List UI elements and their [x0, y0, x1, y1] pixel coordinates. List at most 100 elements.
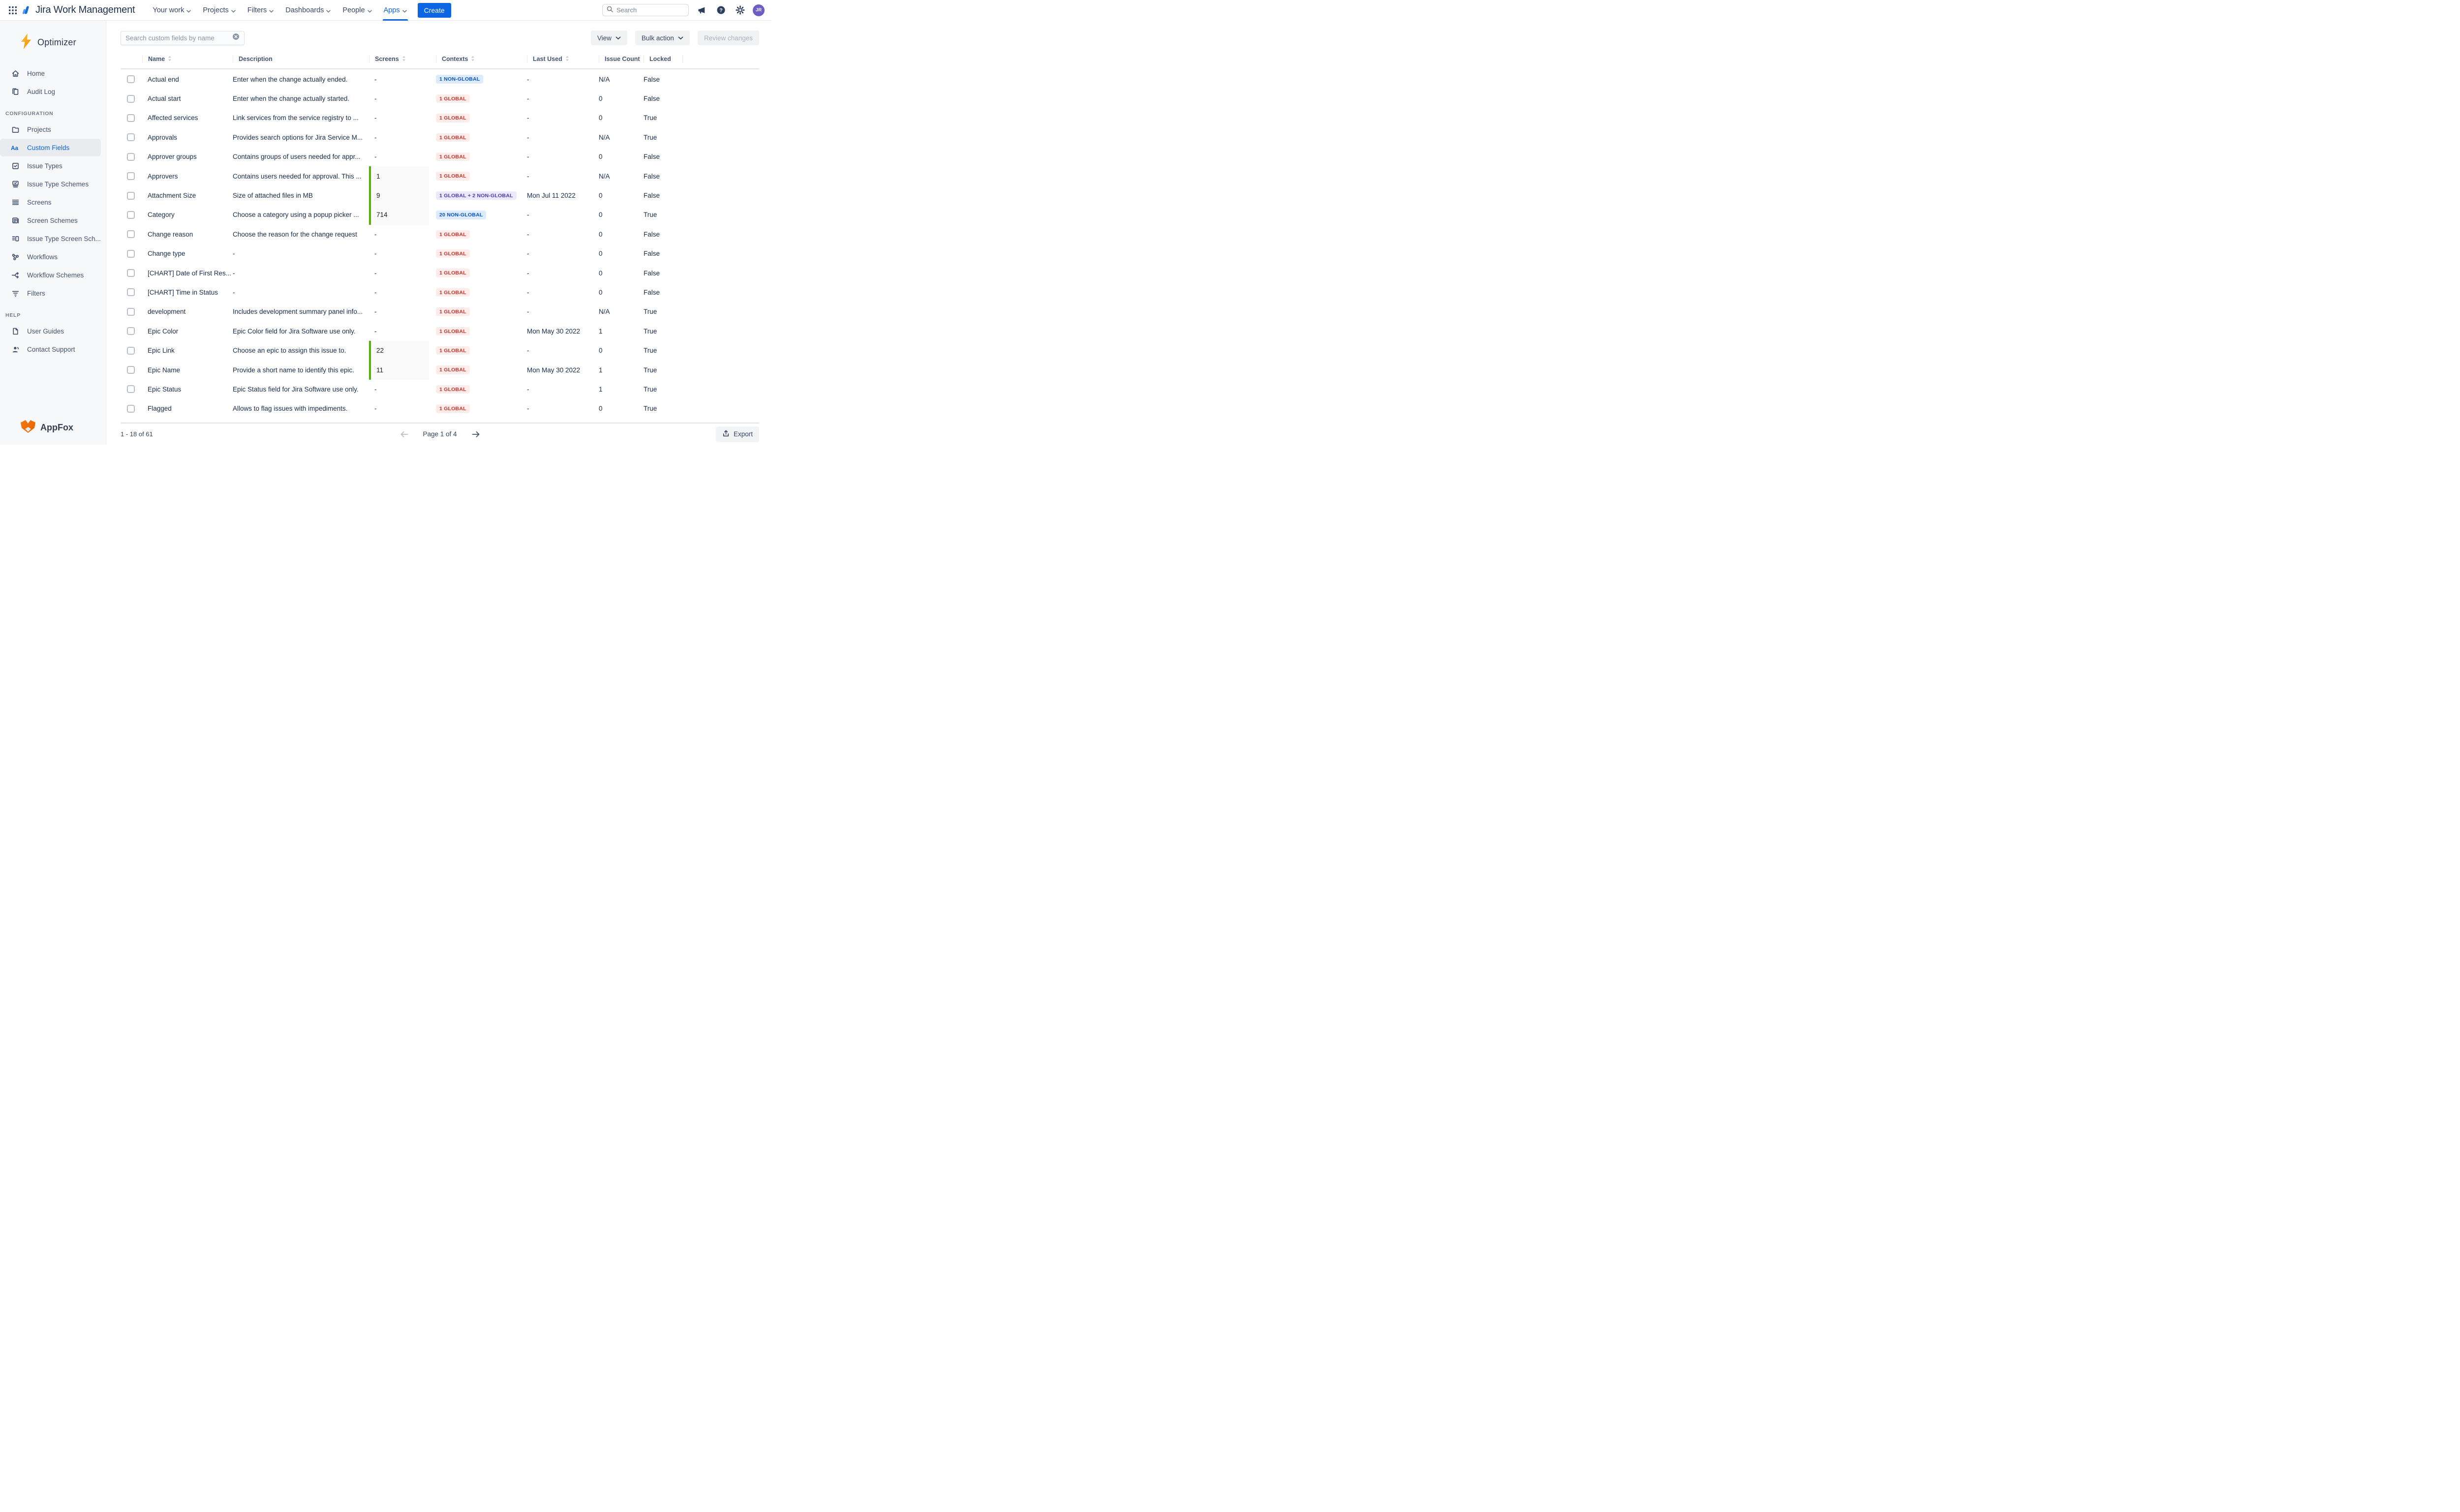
row-checkbox[interactable] — [127, 152, 135, 161]
last-used-value: Mon Jul 11 2022 — [527, 192, 576, 200]
settings-gear-icon[interactable] — [734, 4, 746, 17]
column-header-screens[interactable]: Screens — [369, 55, 436, 63]
field-name: Epic Name — [148, 366, 181, 374]
issue-count-value: N/A — [599, 75, 610, 83]
nav-item-people[interactable]: People — [338, 0, 376, 21]
sidebar-item-user-guides[interactable]: User Guides — [0, 322, 101, 340]
last-used-value: - — [527, 405, 529, 413]
global-search[interactable] — [602, 4, 689, 16]
export-icon — [722, 430, 730, 439]
sidebar-item-workflow-schemes[interactable]: Workflow Schemes — [0, 266, 101, 284]
locked-value: False — [644, 95, 660, 103]
screens-cell: 1 — [369, 166, 436, 186]
custom-fields-table: Actual end Enter when the change actuall… — [121, 69, 759, 418]
app-switcher-icon[interactable] — [5, 2, 21, 18]
global-search-input[interactable] — [616, 6, 684, 14]
sidebar-item-projects[interactable]: Projects — [0, 121, 101, 138]
locked-value: True — [644, 347, 657, 355]
custom-fields-search-input[interactable] — [125, 34, 232, 42]
user-avatar[interactable]: JR — [753, 4, 765, 16]
screens-cell: - — [374, 153, 377, 161]
sidebar-item-custom-fields[interactable]: Aa Custom Fields — [0, 139, 101, 156]
nav-item-filters[interactable]: Filters — [243, 0, 278, 21]
last-used-value: Mon May 30 2022 — [527, 327, 581, 335]
row-checkbox[interactable] — [127, 230, 135, 239]
sidebar-item-issue-type-screen-sch[interactable]: Issue Type Screen Sch... — [0, 230, 101, 247]
field-description: - — [233, 269, 235, 277]
table-row: Epic Name Provide a short name to identi… — [121, 360, 759, 380]
table-row: Actual end Enter when the change actuall… — [121, 69, 759, 89]
sidebar-item-issue-type-schemes[interactable]: Issue Type Schemes — [0, 175, 101, 193]
view-dropdown-button[interactable]: View — [590, 30, 627, 45]
row-checkbox[interactable] — [127, 249, 135, 258]
row-checkbox[interactable] — [127, 172, 135, 181]
table-header-row: Name Description Screens Contexts Last Used I… — [121, 54, 759, 64]
sidebar-item-screens[interactable]: Screens — [0, 193, 101, 211]
workflow-schemes-icon — [11, 271, 20, 279]
contact-support-icon — [11, 345, 20, 354]
row-checkbox[interactable] — [127, 211, 135, 219]
row-checkbox[interactable] — [127, 307, 135, 316]
row-checkbox[interactable] — [127, 269, 135, 277]
clear-search-icon[interactable] — [232, 33, 240, 43]
sidebar-item-label: Projects — [27, 125, 51, 133]
field-description: Choose a category using a popup picker .… — [233, 211, 359, 219]
sidebar-item-label: Filters — [27, 289, 45, 297]
announcements-icon[interactable] — [695, 4, 708, 17]
sidebar-item-workflows[interactable]: Workflows — [0, 248, 101, 266]
screens-cell: - — [374, 405, 377, 413]
row-checkbox[interactable] — [127, 366, 135, 374]
row-checkbox[interactable] — [127, 133, 135, 142]
sidebar-item-label: User Guides — [27, 327, 64, 335]
sidebar-item-home[interactable]: Home — [0, 64, 101, 82]
row-checkbox[interactable] — [127, 385, 135, 393]
last-used-value: - — [527, 172, 529, 180]
row-checkbox[interactable] — [127, 75, 135, 84]
sidebar-item-label: Home — [27, 69, 45, 77]
column-header-last-used[interactable]: Last Used — [527, 55, 599, 63]
nav-item-your-work[interactable]: Your work — [148, 0, 196, 21]
sidebar-item-issue-types[interactable]: Issue Types — [0, 157, 101, 175]
sidebar-item-audit-log[interactable]: Audit Log — [0, 83, 101, 100]
chevron-down-icon — [326, 7, 331, 15]
issue-count-value: 0 — [599, 347, 603, 355]
bulk-action-dropdown-button[interactable]: Bulk action — [635, 30, 690, 45]
row-checkbox[interactable] — [127, 327, 135, 335]
nav-item-dashboards[interactable]: Dashboards — [280, 0, 336, 21]
previous-page-arrow-icon[interactable] — [398, 428, 410, 440]
help-icon[interactable]: ? — [714, 4, 727, 17]
sidebar: Optimizer Home Audit Log CONFIGURATION P… — [0, 21, 106, 445]
create-button[interactable]: Create — [417, 2, 451, 18]
screens-cell: - — [374, 385, 377, 393]
sidebar-item-contact-support[interactable]: Contact Support — [0, 340, 101, 358]
nav-item-apps[interactable]: Apps — [379, 0, 412, 21]
context-badge: 1 GLOBAL — [436, 152, 470, 161]
row-checkbox[interactable] — [127, 191, 135, 200]
result-range-text: 1 - 18 of 61 — [121, 430, 153, 438]
row-checkbox[interactable] — [127, 114, 135, 122]
last-used-value: - — [527, 385, 529, 393]
context-badge: 1 GLOBAL — [436, 365, 470, 374]
custom-fields-search[interactable] — [121, 30, 245, 45]
export-button[interactable]: Export — [715, 426, 759, 442]
sidebar-item-label: Screen Schemes — [27, 216, 78, 224]
row-checkbox[interactable] — [127, 404, 135, 413]
column-header-name[interactable]: Name — [142, 55, 233, 63]
row-checkbox[interactable] — [127, 288, 135, 297]
row-checkbox[interactable] — [127, 94, 135, 103]
issue-count-value: 0 — [599, 230, 603, 238]
field-name: Approvals — [148, 133, 178, 141]
sidebar-item-label: Workflows — [27, 253, 58, 261]
sidebar-item-filters[interactable]: Filters — [0, 284, 101, 302]
row-checkbox[interactable] — [127, 346, 135, 355]
column-header-contexts[interactable]: Contexts — [436, 55, 527, 63]
context-badge: 1 GLOBAL — [436, 249, 470, 258]
field-description: Includes development summary panel info.… — [233, 308, 363, 316]
issue-count-value: 1 — [599, 385, 603, 393]
nav-item-projects[interactable]: Projects — [198, 0, 240, 21]
sidebar-item-screen-schemes[interactable]: Screen Schemes — [0, 212, 101, 229]
review-changes-button[interactable]: Review changes — [697, 30, 759, 45]
appfox-logo-icon — [20, 420, 36, 436]
next-page-arrow-icon[interactable] — [470, 428, 482, 440]
sidebar-item-label: Issue Type Schemes — [27, 180, 89, 188]
